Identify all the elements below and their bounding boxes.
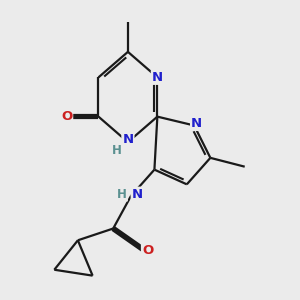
Text: H: H	[117, 188, 127, 201]
Text: O: O	[61, 110, 72, 123]
Text: N: N	[122, 133, 134, 146]
Text: N: N	[132, 188, 143, 201]
Text: N: N	[152, 71, 163, 84]
Text: N: N	[191, 117, 202, 130]
Text: H: H	[112, 145, 122, 158]
Text: O: O	[142, 244, 153, 256]
